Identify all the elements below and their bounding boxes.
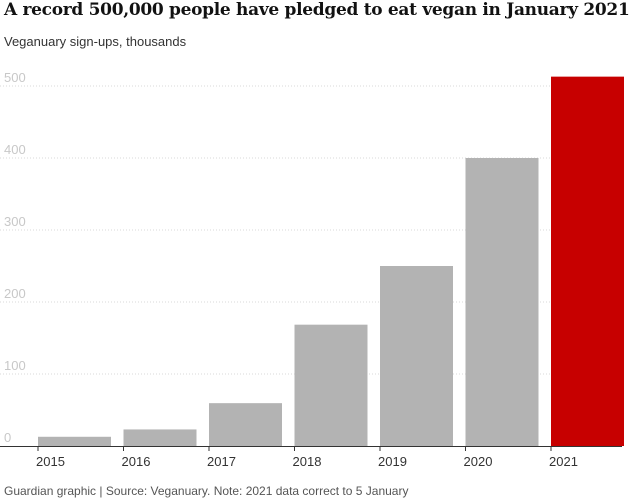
y-tick-label: 500 [4,70,26,85]
x-tick-label: 2016 [122,454,151,469]
x-tick-label: 2015 [36,454,65,469]
chart-title: A record 500,000 people have pledged to … [4,0,630,20]
x-tick-label: 2019 [378,454,407,469]
bar-2020 [465,158,539,446]
y-tick-label: 400 [4,142,26,157]
bar-2015 [38,436,111,446]
bar-2018 [294,324,368,446]
x-axis: 2015 2016 2017 2018 2019 2020 2021 [0,446,622,469]
bar-2019 [380,266,453,446]
x-tick-label: 2021 [549,454,578,469]
y-tick-label: 0 [4,430,11,445]
x-tick-label: 2018 [293,454,322,469]
gridlines: 0 100 200 300 400 500 [0,70,622,445]
bars [38,76,624,446]
bar-2021 [551,76,624,446]
bar-2016 [123,429,197,446]
x-tick-label: 2017 [207,454,236,469]
y-tick-label: 100 [4,358,26,373]
source-note: Guardian graphic | Source: Veganuary. No… [4,484,409,498]
x-tick-label: 2020 [464,454,493,469]
chart-subtitle: Veganuary sign-ups, thousands [4,34,187,49]
y-tick-label: 300 [4,214,26,229]
bar-2017 [209,403,282,446]
y-tick-label: 200 [4,286,26,301]
